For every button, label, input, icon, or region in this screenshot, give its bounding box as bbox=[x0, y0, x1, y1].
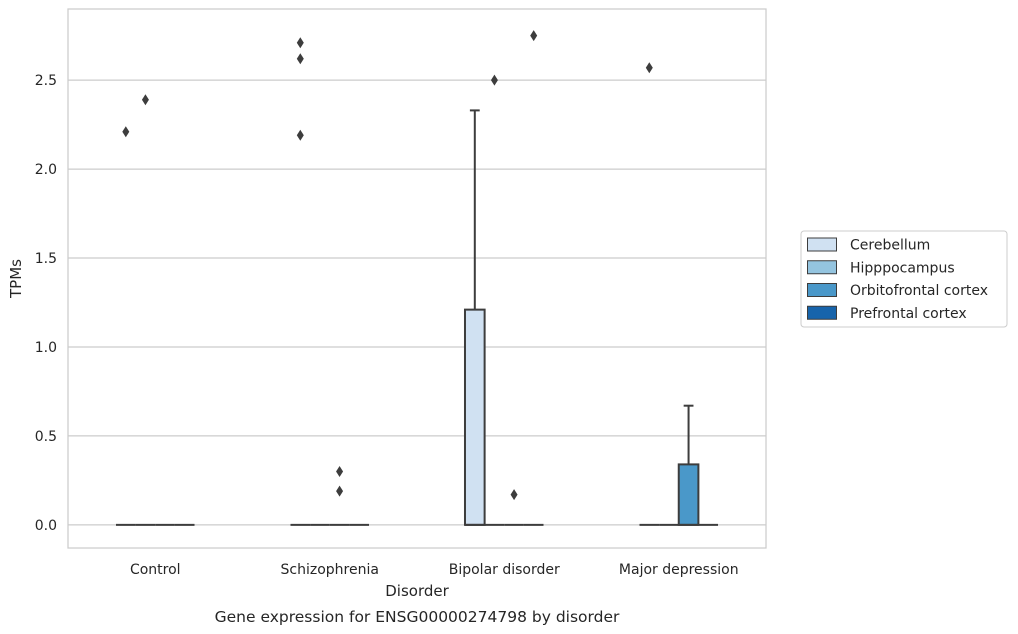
legend-swatch bbox=[807, 237, 837, 252]
legend-label: Hipppocampus bbox=[850, 260, 955, 276]
y-axis-title: TPMs bbox=[7, 259, 25, 299]
x-tick-label: Major depression bbox=[619, 562, 739, 578]
outlier-point bbox=[296, 53, 304, 65]
outlier-point bbox=[296, 129, 304, 141]
legend-swatch bbox=[807, 305, 837, 320]
legend-label: Orbitofrontal cortex bbox=[850, 283, 988, 299]
y-tick-label: 1.0 bbox=[35, 340, 57, 356]
outlier-point bbox=[645, 62, 653, 74]
outlier-point bbox=[530, 30, 538, 42]
y-axis-ticks: 0.0 0.5 1.0 1.5 2.0 2.5 bbox=[35, 73, 57, 534]
box bbox=[677, 463, 700, 526]
outlier-point bbox=[490, 74, 498, 86]
legend: Cerebellum Hipppocampus Orbitofrontal cort… bbox=[800, 230, 1008, 328]
y-tick-label: 1.5 bbox=[35, 251, 57, 267]
x-axis-title: Disorder bbox=[385, 582, 449, 600]
legend-frame bbox=[800, 230, 1008, 328]
y-tick-label: 2.5 bbox=[35, 73, 57, 89]
plot-area-frame bbox=[67, 8, 767, 549]
outlier-point bbox=[510, 489, 518, 501]
outlier-point bbox=[336, 466, 344, 478]
legend-label: Prefrontal cortex bbox=[850, 306, 967, 322]
boxes bbox=[115, 109, 719, 526]
legend-label: Cerebellum bbox=[850, 238, 930, 254]
x-tick-label: Bipolar disorder bbox=[449, 562, 560, 578]
x-tick-label: Schizophrenia bbox=[281, 562, 379, 578]
outlier-point bbox=[141, 94, 149, 106]
x-axis-ticks: Control Schizophrenia Bipolar disorder Majo… bbox=[130, 562, 739, 578]
box bbox=[463, 308, 486, 526]
outlier-point bbox=[122, 126, 130, 138]
outlier-point bbox=[336, 485, 344, 497]
y-tick-label: 0.0 bbox=[35, 518, 57, 534]
legend-swatch bbox=[807, 283, 837, 297]
legend-swatch bbox=[807, 260, 837, 275]
y-tick-label: 0.5 bbox=[35, 429, 57, 445]
x-tick-label: Control bbox=[130, 562, 181, 578]
chart-caption: Gene expression for ENSG00000274798 by d… bbox=[215, 608, 620, 626]
y-tick-label: 2.0 bbox=[35, 162, 57, 178]
gridlines bbox=[68, 79, 766, 526]
outliers bbox=[122, 30, 653, 501]
outlier-point bbox=[296, 37, 304, 49]
